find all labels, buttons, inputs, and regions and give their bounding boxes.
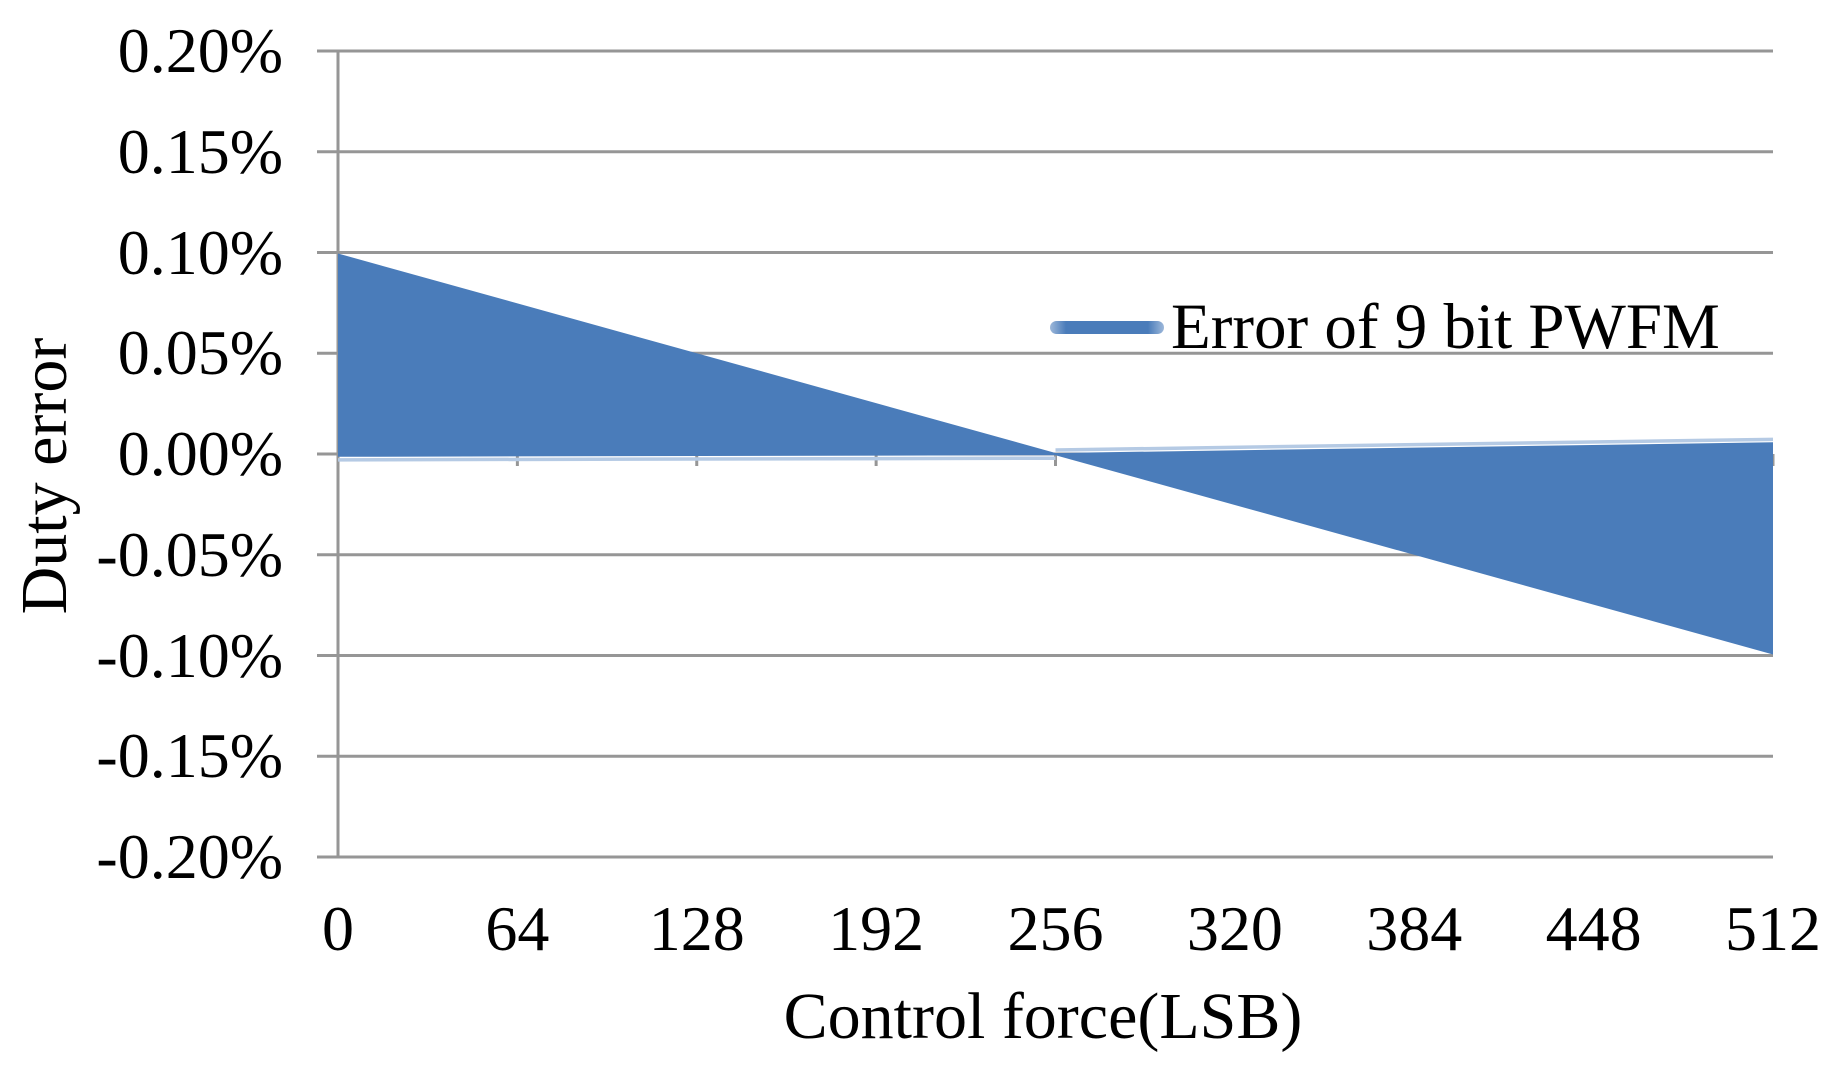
x-tick-label: 64 [485, 893, 550, 964]
y-tick-label: -0.05% [96, 518, 283, 590]
y-tick-label: 0.00% [117, 418, 283, 489]
legend-series-line-icon [1050, 320, 1164, 334]
y-tick-label: 0.15% [117, 115, 283, 187]
y-tick-label: 0.05% [117, 317, 283, 389]
error-band [338, 253, 1773, 655]
y-axis-title: Duty error [8, 337, 81, 615]
x-tick-label: 128 [648, 893, 745, 964]
y-tick-label: -0.15% [96, 720, 283, 792]
legend: Error of 9 bit PWFM [1050, 290, 1720, 364]
x-tick-label: 192 [828, 893, 925, 964]
band-fringe-right [1055, 437, 1774, 452]
y-tick-label: -0.20% [96, 821, 283, 892]
x-tick-label: 0 [322, 893, 354, 964]
legend-series-label: Error of 9 bit PWFM [1171, 291, 1720, 363]
y-tick-label: -0.10% [96, 619, 283, 691]
x-tick-label: 448 [1545, 893, 1642, 964]
x-axis-title: Control force(LSB) [783, 980, 1303, 1053]
y-tick-label: 0.20% [117, 15, 283, 86]
x-tick-label: 256 [1007, 893, 1104, 964]
x-tick-label: 384 [1366, 893, 1463, 964]
y-tick-label: 0.10% [117, 216, 283, 288]
x-tick-label: 320 [1186, 893, 1283, 964]
band-fringe-left [337, 456, 1056, 462]
x-tick-label: 512 [1725, 893, 1821, 964]
